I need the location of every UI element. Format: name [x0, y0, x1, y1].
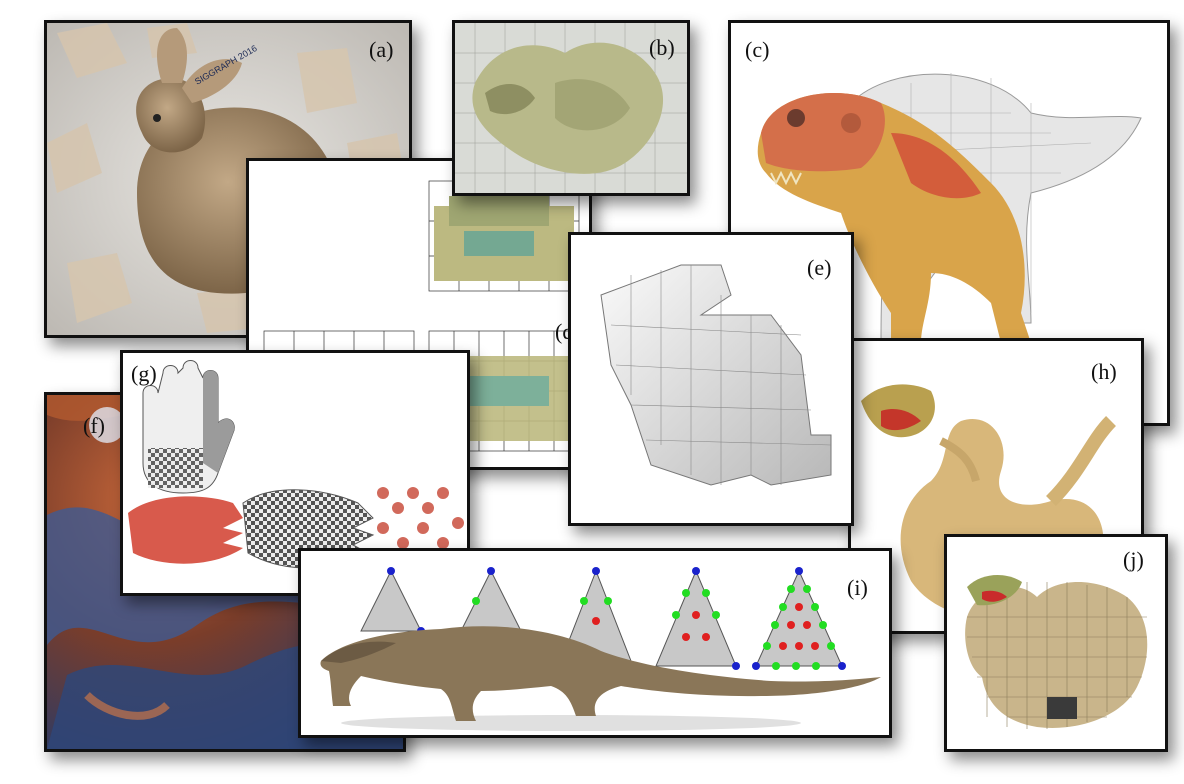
panel-label: (e) [807, 255, 831, 281]
panel-label: (c) [745, 37, 769, 63]
panel-label: (i) [847, 575, 868, 601]
lizard-icon [301, 551, 889, 735]
panel-label: (j) [1123, 547, 1144, 573]
panel-label: (b) [649, 35, 675, 61]
panel-i: (i) [298, 548, 892, 738]
panel-label: (a) [369, 37, 393, 63]
panel-b: (b) [452, 20, 690, 196]
panel-j: (j) [944, 534, 1168, 752]
panel-e: (e) [568, 232, 854, 526]
panel-label: (f) [83, 413, 105, 439]
panel-label: (h) [1091, 359, 1117, 385]
panel-label: (g) [131, 361, 157, 387]
